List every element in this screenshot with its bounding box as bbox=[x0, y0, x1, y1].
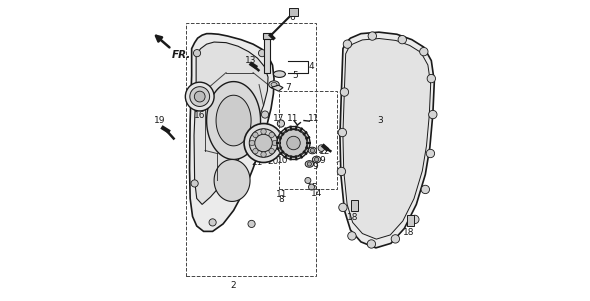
Text: 5: 5 bbox=[292, 71, 298, 80]
Text: 15: 15 bbox=[307, 182, 318, 191]
Circle shape bbox=[248, 220, 255, 228]
Bar bbox=[264, 38, 270, 73]
Polygon shape bbox=[343, 39, 431, 239]
Text: 9: 9 bbox=[319, 156, 325, 165]
Circle shape bbox=[261, 111, 268, 118]
Circle shape bbox=[426, 149, 435, 158]
Text: 4: 4 bbox=[309, 62, 314, 71]
Circle shape bbox=[340, 88, 349, 96]
Polygon shape bbox=[340, 32, 434, 248]
Circle shape bbox=[337, 167, 346, 176]
Text: 14: 14 bbox=[311, 188, 322, 197]
Circle shape bbox=[190, 87, 209, 107]
Circle shape bbox=[338, 128, 346, 137]
Text: 18: 18 bbox=[403, 228, 415, 237]
Text: 7: 7 bbox=[285, 83, 291, 92]
Ellipse shape bbox=[269, 81, 279, 88]
Circle shape bbox=[185, 82, 214, 111]
Circle shape bbox=[269, 132, 274, 138]
Text: 10: 10 bbox=[277, 156, 288, 165]
Ellipse shape bbox=[305, 161, 313, 167]
Text: 19: 19 bbox=[155, 116, 166, 125]
Circle shape bbox=[421, 185, 430, 194]
Polygon shape bbox=[189, 34, 274, 231]
Circle shape bbox=[348, 232, 356, 240]
Bar bbox=[407, 215, 414, 226]
Ellipse shape bbox=[312, 156, 321, 163]
Bar bbox=[263, 33, 271, 39]
Circle shape bbox=[253, 148, 258, 154]
Text: 11: 11 bbox=[308, 114, 319, 123]
Text: 3: 3 bbox=[378, 116, 384, 125]
Circle shape bbox=[391, 235, 399, 243]
Circle shape bbox=[277, 120, 284, 127]
Text: 2: 2 bbox=[231, 281, 237, 290]
Circle shape bbox=[194, 50, 201, 57]
Text: 11: 11 bbox=[276, 190, 288, 199]
Bar bbox=[351, 200, 358, 211]
Text: 8: 8 bbox=[278, 195, 284, 204]
Circle shape bbox=[277, 126, 310, 160]
Circle shape bbox=[279, 129, 308, 157]
Circle shape bbox=[318, 145, 325, 151]
Circle shape bbox=[419, 48, 428, 56]
Text: FR.: FR. bbox=[172, 51, 192, 61]
Circle shape bbox=[367, 240, 376, 248]
Circle shape bbox=[191, 180, 198, 187]
Circle shape bbox=[250, 129, 278, 157]
Circle shape bbox=[368, 32, 376, 40]
Circle shape bbox=[427, 74, 435, 83]
Circle shape bbox=[244, 123, 283, 163]
Bar bbox=[278, 91, 337, 189]
Polygon shape bbox=[194, 42, 268, 204]
Polygon shape bbox=[271, 85, 283, 91]
Text: 16: 16 bbox=[194, 111, 205, 119]
Bar bbox=[289, 8, 298, 16]
Text: 6: 6 bbox=[289, 13, 295, 22]
Text: 21: 21 bbox=[251, 158, 263, 167]
Ellipse shape bbox=[273, 71, 286, 77]
Circle shape bbox=[194, 91, 205, 102]
Circle shape bbox=[287, 136, 300, 150]
Ellipse shape bbox=[308, 147, 317, 154]
Circle shape bbox=[428, 110, 437, 119]
Circle shape bbox=[261, 152, 266, 157]
Text: 12: 12 bbox=[319, 147, 330, 157]
Circle shape bbox=[280, 129, 307, 157]
Circle shape bbox=[307, 162, 312, 166]
Text: 17: 17 bbox=[273, 114, 285, 123]
Circle shape bbox=[398, 36, 407, 44]
Text: 20: 20 bbox=[268, 157, 279, 166]
Bar bbox=[186, 23, 316, 276]
Circle shape bbox=[269, 148, 274, 154]
Circle shape bbox=[255, 134, 273, 152]
Circle shape bbox=[310, 148, 314, 153]
Ellipse shape bbox=[271, 82, 277, 87]
Polygon shape bbox=[214, 160, 250, 201]
Circle shape bbox=[314, 157, 319, 162]
Circle shape bbox=[261, 129, 266, 134]
Text: 13: 13 bbox=[245, 56, 257, 65]
Circle shape bbox=[339, 203, 347, 212]
Text: 9: 9 bbox=[317, 146, 323, 155]
Text: 9: 9 bbox=[313, 163, 318, 172]
Circle shape bbox=[305, 178, 311, 183]
Circle shape bbox=[253, 132, 258, 138]
Text: 18: 18 bbox=[347, 213, 359, 222]
Text: 11: 11 bbox=[287, 114, 299, 123]
Polygon shape bbox=[216, 95, 251, 146]
Circle shape bbox=[411, 215, 419, 224]
Circle shape bbox=[209, 219, 216, 226]
Circle shape bbox=[250, 140, 255, 146]
Circle shape bbox=[343, 40, 352, 48]
Circle shape bbox=[258, 50, 266, 57]
Polygon shape bbox=[206, 82, 261, 160]
Circle shape bbox=[273, 140, 278, 146]
Circle shape bbox=[309, 184, 314, 190]
